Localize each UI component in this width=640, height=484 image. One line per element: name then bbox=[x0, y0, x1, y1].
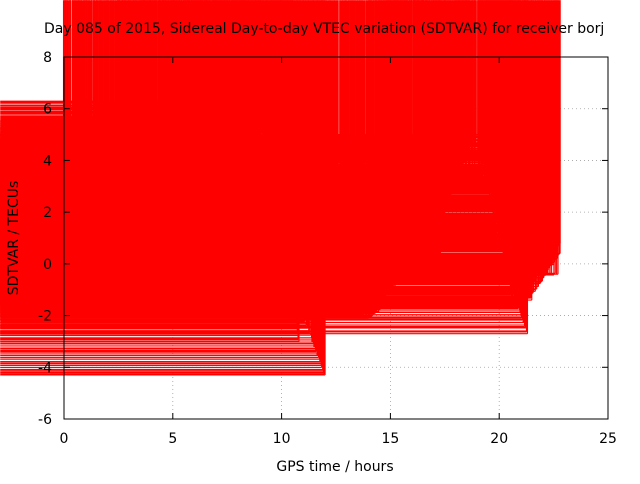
y-tick-label: 8 bbox=[43, 50, 52, 66]
series-markers bbox=[0, 0, 561, 276]
x-tick-label: 15 bbox=[381, 431, 399, 447]
y-tick-label: 4 bbox=[43, 153, 52, 169]
y-tick-label: 0 bbox=[43, 257, 52, 273]
x-tick-label: 5 bbox=[168, 431, 177, 447]
y-axis-label: SDTVAR / TECUs bbox=[6, 181, 22, 296]
x-axis-label: GPS time / hours bbox=[276, 459, 393, 475]
y-tick-label: 6 bbox=[43, 102, 52, 118]
tick-layer: 0 5 10 15 20 25 -6 -4 -2 0 2 4 6 8 bbox=[38, 50, 617, 447]
x-tick-label: 10 bbox=[273, 431, 291, 447]
y-tick-label: -2 bbox=[38, 309, 52, 325]
x-tick-label: 25 bbox=[599, 431, 617, 447]
data-layer bbox=[0, 0, 561, 376]
chart-title: Day 085 of 2015, Sidereal Day-to-day VTE… bbox=[44, 21, 604, 37]
y-tick-label: -6 bbox=[38, 412, 52, 428]
series-track-16 bbox=[0, 0, 561, 276]
x-tick-label: 0 bbox=[60, 431, 69, 447]
plot-frame bbox=[63, 56, 609, 420]
y-tick-label: 2 bbox=[43, 205, 52, 221]
x-tick-label: 20 bbox=[490, 431, 508, 447]
y-tick-label: -4 bbox=[38, 360, 52, 376]
